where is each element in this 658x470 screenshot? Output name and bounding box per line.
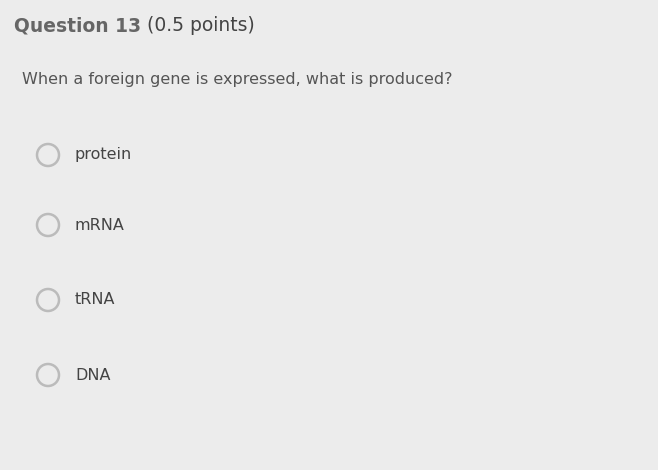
Text: protein: protein — [75, 148, 132, 163]
Text: DNA: DNA — [75, 368, 111, 383]
Text: (0.5 points): (0.5 points) — [141, 16, 255, 35]
Text: When a foreign gene is expressed, what is produced?: When a foreign gene is expressed, what i… — [22, 72, 453, 87]
Text: Question 13: Question 13 — [14, 16, 141, 35]
Text: mRNA: mRNA — [75, 218, 125, 233]
Text: tRNA: tRNA — [75, 292, 116, 307]
